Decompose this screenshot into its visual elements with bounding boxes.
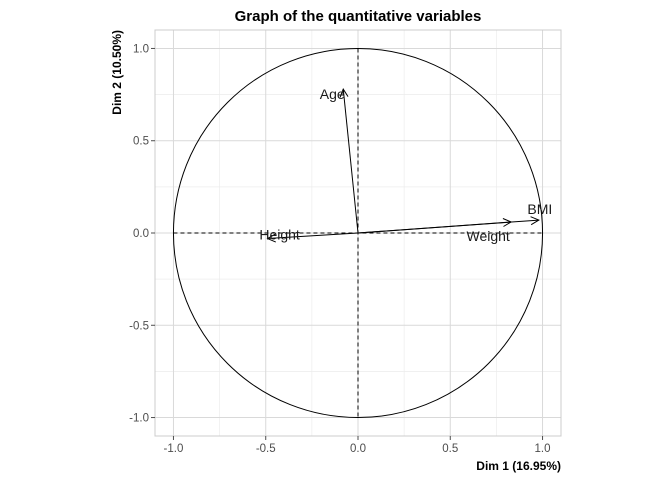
y-tick-label: 0.0 (133, 228, 149, 240)
y-axis-label: Dim 2 (10.50%) (110, 30, 124, 115)
variable-arrow-bmi (357, 220, 539, 234)
y-tick-label: -1.0 (129, 413, 149, 425)
variable-arrow-height (268, 232, 359, 239)
x-tick-label: 0.5 (442, 443, 458, 455)
y-tick-label: 1.0 (133, 43, 149, 55)
variable-arrows (268, 89, 539, 238)
variable-label-height: Height (259, 227, 300, 243)
unit-circle-layer (172, 47, 544, 419)
y-tick-label: -0.5 (129, 320, 149, 332)
x-tick-label: 1.0 (535, 443, 551, 455)
x-tick-label: -0.5 (256, 443, 276, 455)
y-axis-ticks: -1.0 -0.5 0.0 0.5 1.0 (129, 43, 155, 425)
variable-label-weight: Weight (467, 228, 510, 244)
x-axis-ticks: -1.0 -0.5 0.0 0.5 1.0 (164, 436, 551, 455)
x-axis-label: Dim 1 (16.95%) (476, 459, 561, 473)
variable-arrow-age (343, 89, 359, 234)
x-tick-label: 0.0 (350, 443, 366, 455)
chart-title: Graph of the quantitative variables (235, 8, 482, 25)
x-tick-label: -1.0 (164, 443, 184, 455)
y-tick-label: 0.5 (133, 136, 149, 148)
variable-labels: Age Height Weight BMI (259, 86, 552, 244)
variable-label-bmi: BMI (527, 201, 552, 217)
variable-label-age: Age (320, 86, 345, 102)
unit-circle (172, 47, 544, 419)
